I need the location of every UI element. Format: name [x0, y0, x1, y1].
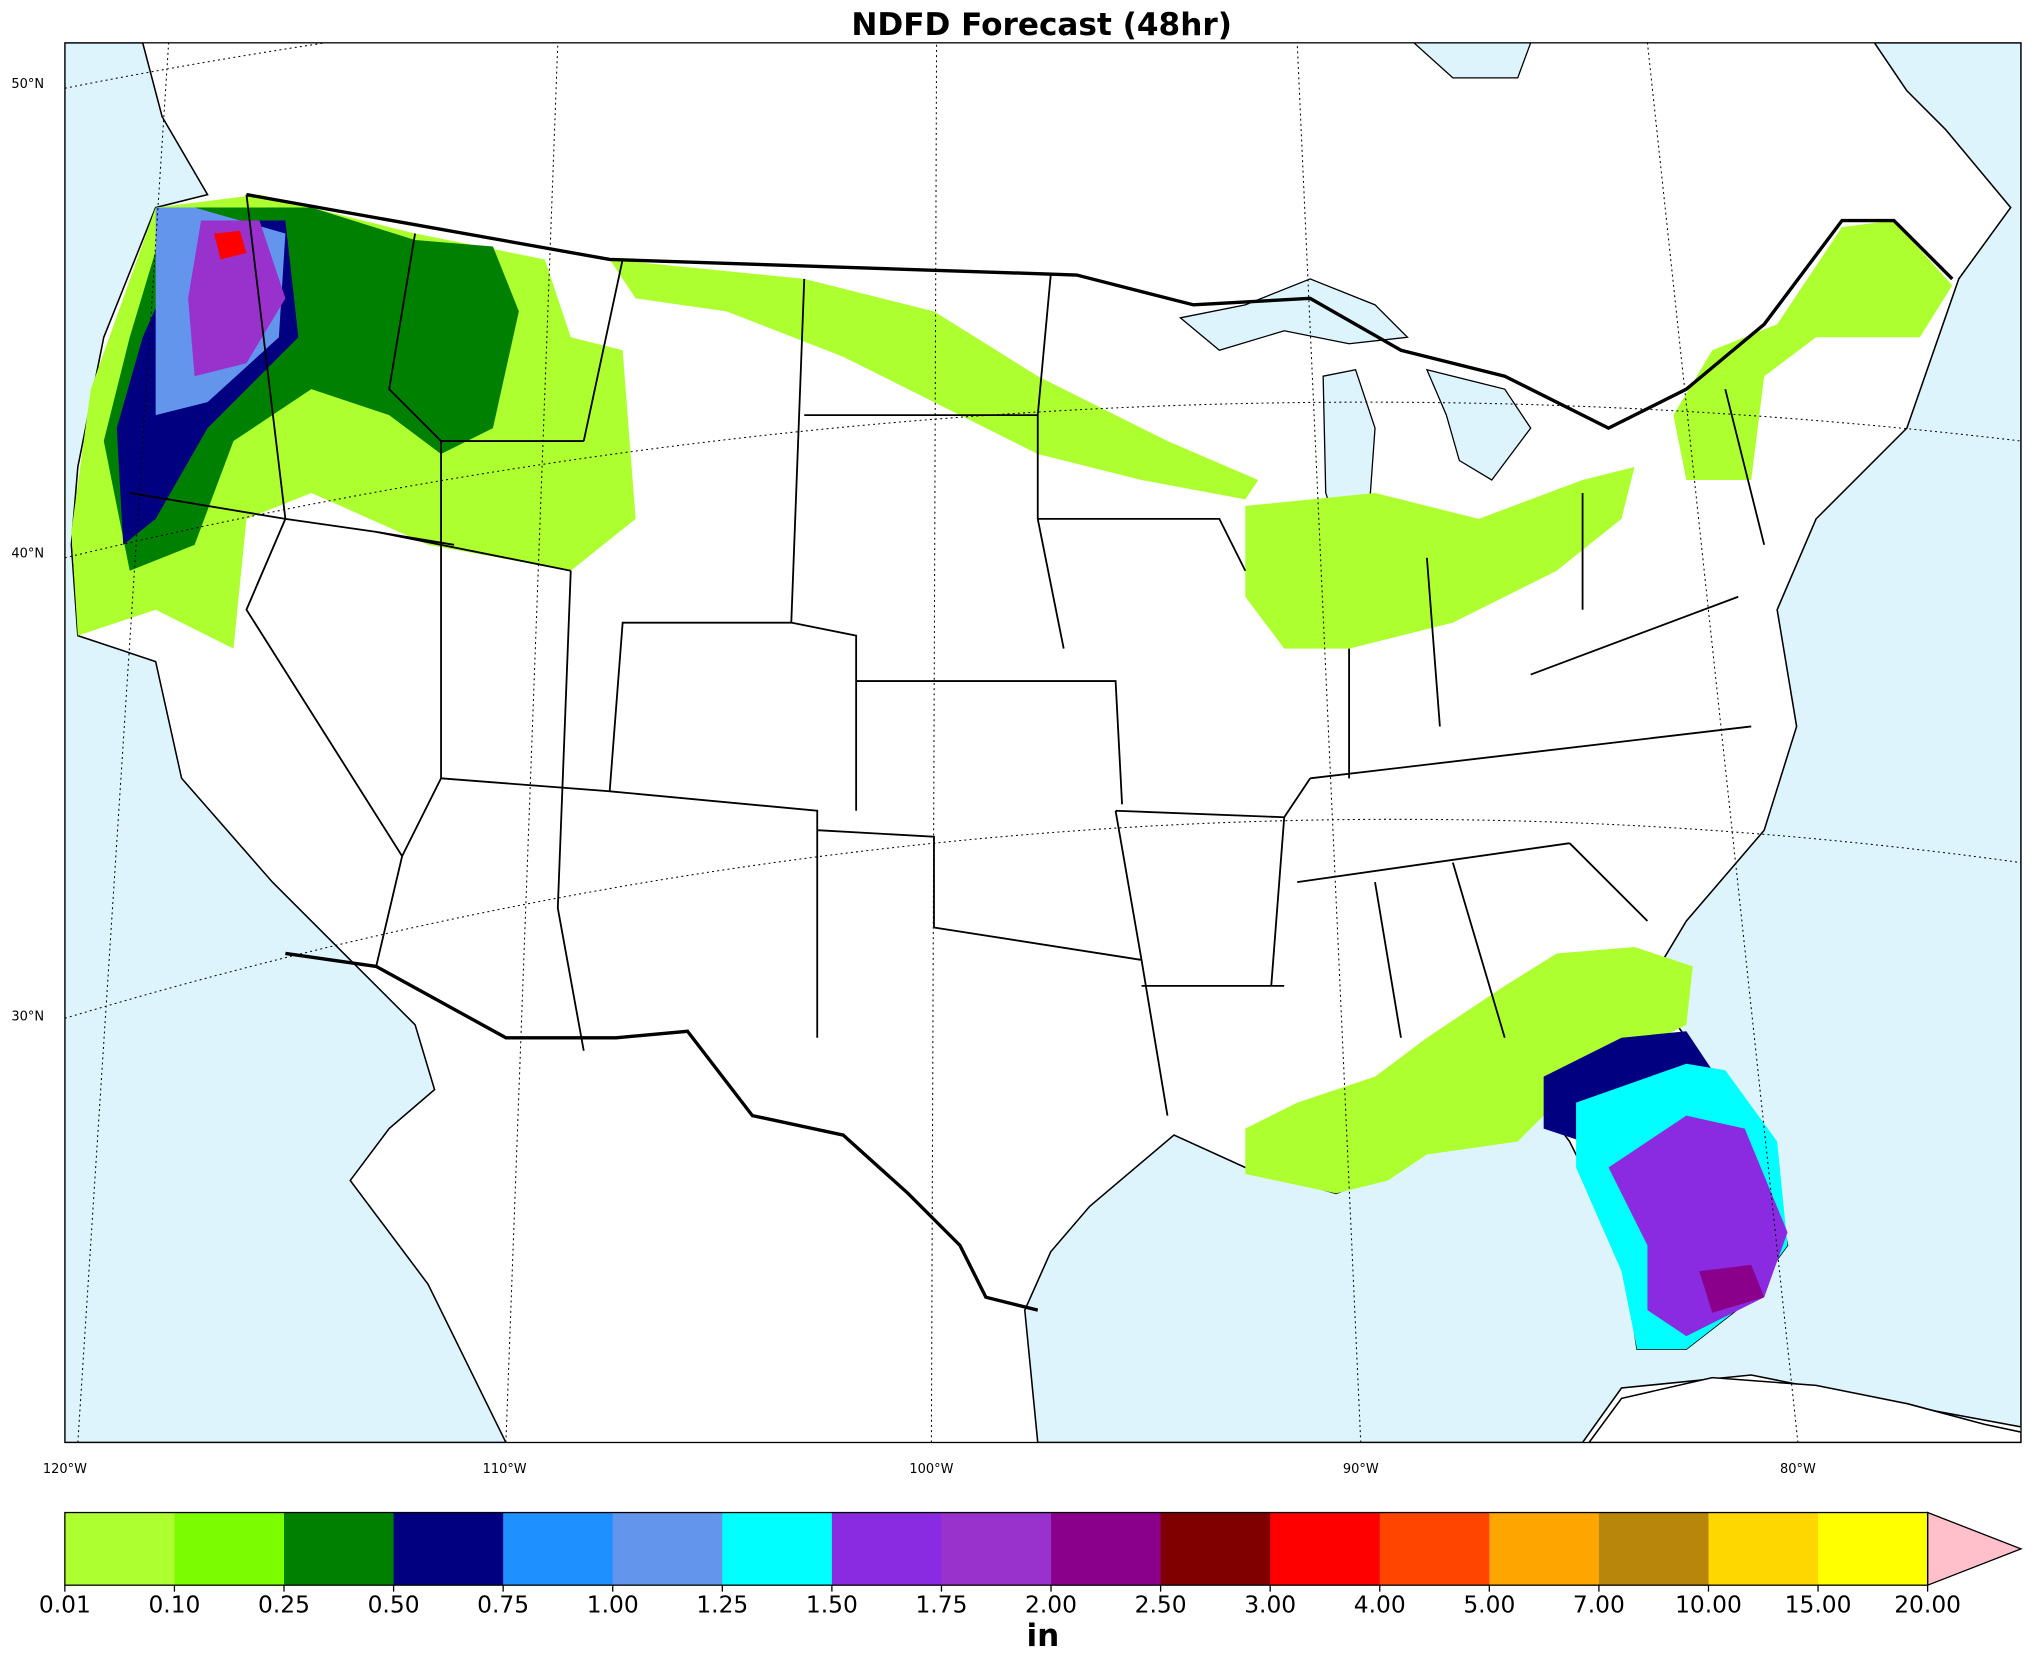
colorbar-tick-label: 4.00: [1354, 1590, 1406, 1618]
lon-label: 120°W: [43, 1462, 87, 1477]
border-canada: [246, 192, 1954, 430]
colorbar-bin: [941, 1512, 1052, 1586]
colorbar-bin: [1708, 1512, 1819, 1586]
hudson-bay: [1412, 42, 1532, 79]
colorbar-tick-label: 0.75: [477, 1590, 529, 1618]
lake-huron: [1425, 368, 1532, 481]
colorbar-bin: [612, 1512, 723, 1586]
precip-lakes: [1245, 466, 1635, 649]
colorbar-bin: [64, 1512, 176, 1586]
colorbar-bin: [393, 1512, 504, 1586]
lon-label: 90°W: [1343, 1462, 1379, 1477]
colorbar-tick-label: 0.25: [258, 1590, 310, 1618]
precip-nw: [214, 230, 247, 260]
precip-north: [609, 259, 1259, 500]
lon-label: 100°W: [909, 1462, 953, 1477]
precip-fl: [1699, 1264, 1765, 1313]
colorbar-bin: [1598, 1512, 1710, 1586]
colorbar-bin: [284, 1512, 395, 1586]
colorbar-bin: [1489, 1512, 1600, 1586]
colorbar-tick-label: 5.00: [1463, 1590, 1515, 1618]
lat-label: 50°N: [11, 77, 44, 92]
map-frame: [64, 42, 2022, 1444]
colorbar-bin: [1379, 1512, 1490, 1586]
colorbar-bin: [1818, 1512, 1929, 1586]
colorbar-extend: [1926, 1511, 2023, 1587]
colorbar-frame: [64, 1511, 1929, 1586]
colorbar-tick-label: 1.00: [587, 1590, 639, 1618]
colorbar-tick-label: 0.01: [39, 1590, 91, 1618]
colorbar: 0.01 0.10 0.25 0.50 0.75 1.00 1.25 1.50 1.75 2.00…: [39, 1511, 2023, 1618]
colorbar-tick-label: 1.25: [696, 1590, 748, 1618]
lat-label: 30°N: [11, 1010, 44, 1025]
precip-se: [1245, 946, 1693, 1194]
colorbar-tick-label: 10.00: [1675, 1590, 1742, 1618]
lon-label: 110°W: [483, 1462, 527, 1477]
colorbar-bin: [1051, 1512, 1162, 1586]
colorbar-tick-label: 20.00: [1894, 1590, 1961, 1618]
colorbar-bin: [174, 1512, 285, 1586]
colorbar-tick-label: 0.50: [368, 1590, 420, 1618]
lon-label: 80°W: [1780, 1462, 1816, 1477]
graticule: [64, 42, 2022, 1443]
colorbar-tick-label: 2.50: [1135, 1590, 1187, 1618]
precip-nw: [188, 220, 286, 377]
colorbar-label: in: [1027, 1618, 1060, 1654]
colorbar-tick-label: 15.00: [1785, 1590, 1852, 1618]
colorbar-tick-label: 2.00: [1025, 1590, 1077, 1618]
colorbar-tick-label: 3.00: [1244, 1590, 1296, 1618]
colorbar-bin: [722, 1512, 833, 1586]
colorbar-bin: [503, 1512, 614, 1586]
map: [64, 42, 2022, 1444]
lake-superior: [1178, 278, 1409, 351]
precip-ne: [1673, 220, 1953, 480]
cuba: [1588, 1376, 2022, 1443]
colorbar-bin: [1270, 1512, 1381, 1586]
title: NDFD Forecast (48hr): [851, 7, 1232, 43]
colorbar-tick-label: 1.75: [915, 1590, 967, 1618]
colorbar-bin: [1160, 1512, 1271, 1586]
state-lines: [129, 194, 1766, 1116]
pacific-ocean: [64, 42, 507, 1443]
lat-label: 40°N: [11, 546, 44, 561]
colorbar-tick-label: 1.50: [806, 1590, 858, 1618]
colorbar-tick-label: 0.10: [148, 1590, 200, 1618]
border-mexico: [285, 951, 1039, 1312]
colorbar-tick-label: 7.00: [1573, 1590, 1625, 1618]
colorbar-bin: [831, 1512, 943, 1586]
